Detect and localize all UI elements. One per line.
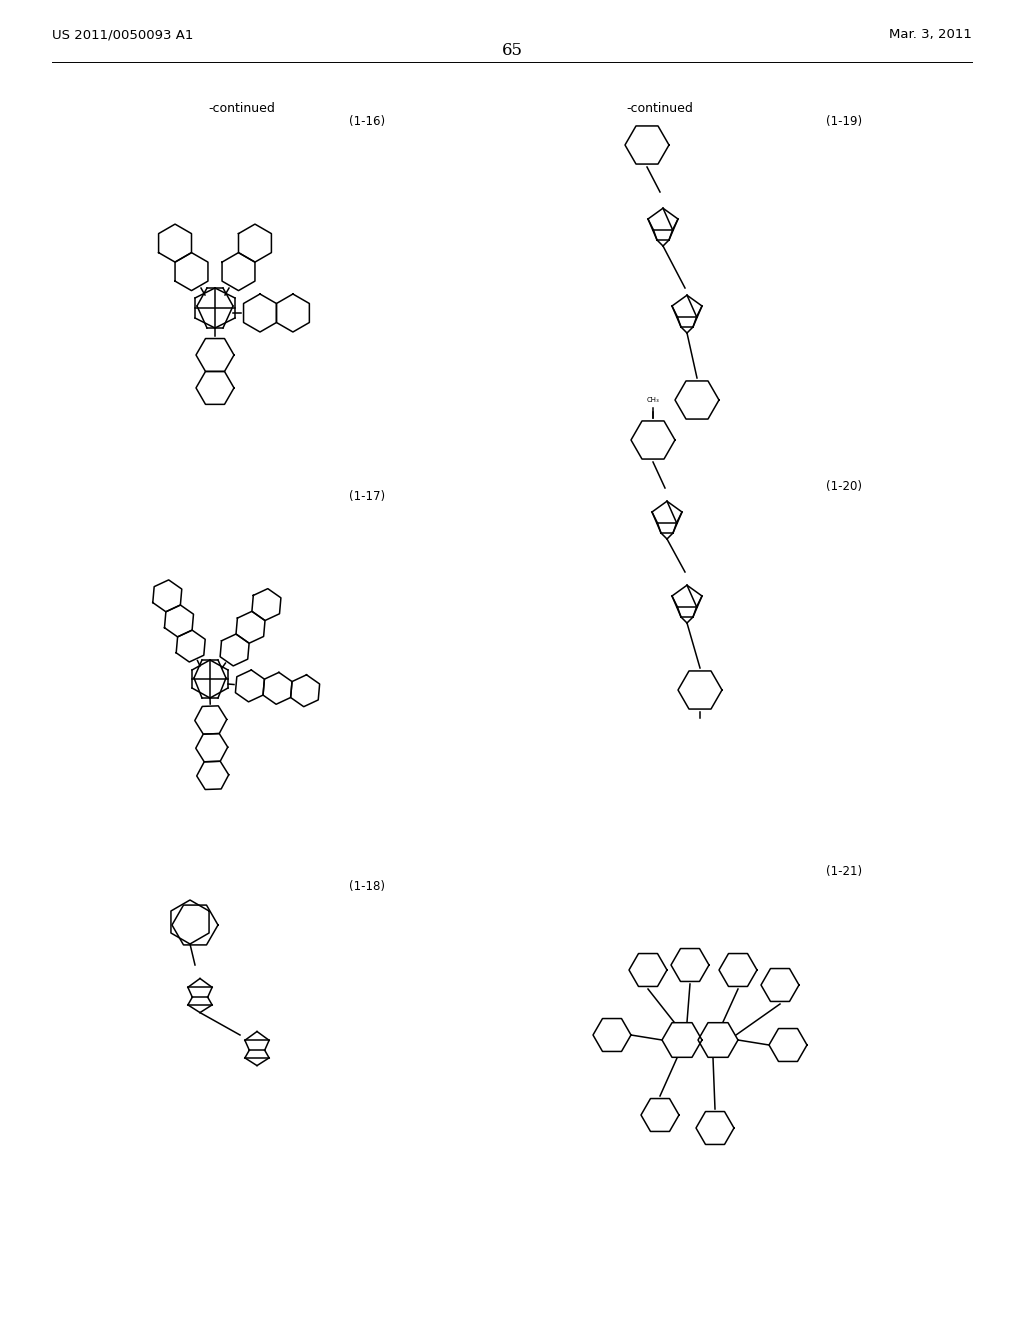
Text: (1-19): (1-19): [826, 115, 862, 128]
Text: (1-17): (1-17): [349, 490, 385, 503]
Text: US 2011/0050093 A1: US 2011/0050093 A1: [52, 28, 194, 41]
Text: (1-18): (1-18): [349, 880, 385, 894]
Text: 65: 65: [502, 42, 522, 59]
Text: -continued: -continued: [209, 102, 275, 115]
Text: (1-20): (1-20): [826, 480, 862, 492]
Text: (1-21): (1-21): [826, 865, 862, 878]
Text: (1-16): (1-16): [349, 115, 385, 128]
Text: CH₃: CH₃: [646, 397, 659, 403]
Text: -continued: -continued: [627, 102, 693, 115]
Text: Mar. 3, 2011: Mar. 3, 2011: [889, 28, 972, 41]
